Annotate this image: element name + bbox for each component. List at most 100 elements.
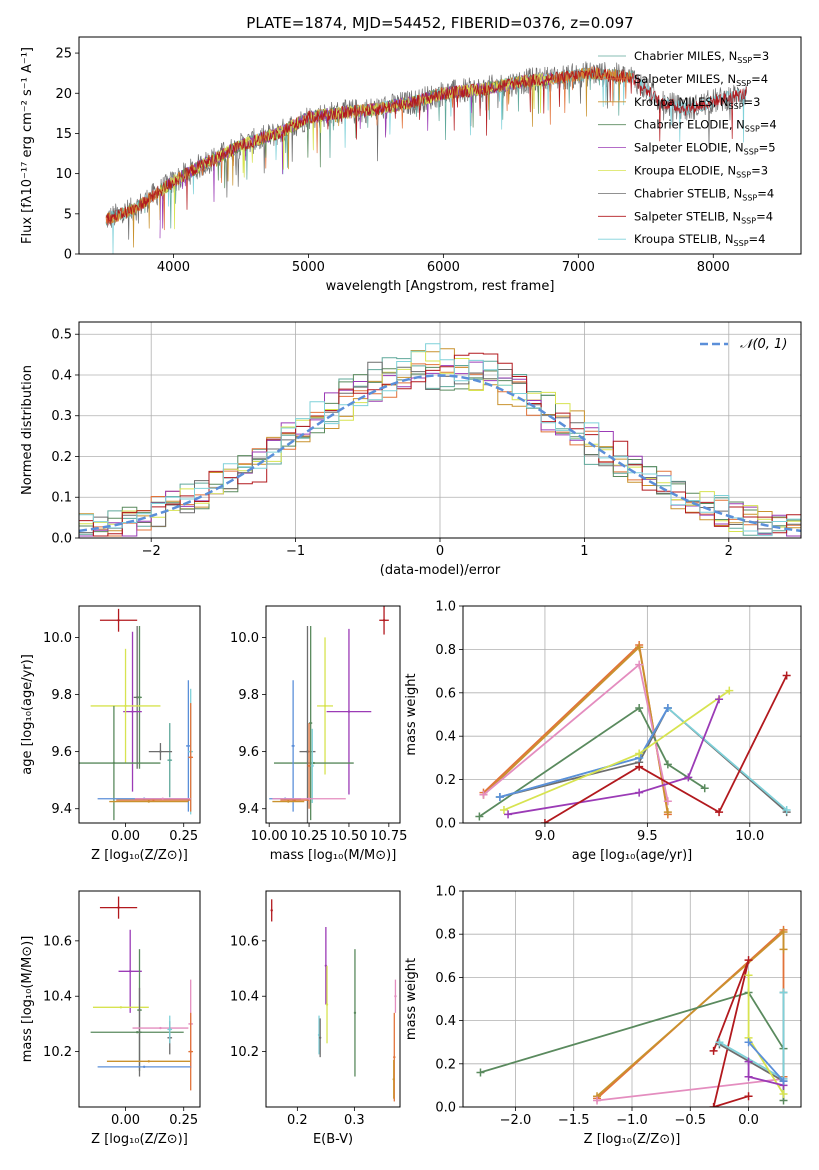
panel-weight_vs_age: 9.0 9.5 10.0 0.0 0.2 0.4 0.6 0.8 1.0 age [log₁₀(a… — [404, 600, 802, 863]
plot-area — [90, 896, 194, 1091]
residual-histogram — [79, 361, 801, 534]
error-bar-point — [132, 1026, 189, 1030]
y-tick-label: 9.8 — [51, 688, 72, 703]
x-axis-label: Z [log₁₀(Z/Z⊙)] — [91, 848, 188, 863]
error-bar-point — [310, 728, 314, 804]
x-axis-label: Z [log₁₀(Z/Z⊙)] — [91, 1132, 188, 1147]
x-tick-label: −1.0 — [616, 1113, 648, 1128]
x-tick-label: 0.3 — [344, 1113, 365, 1128]
weight-marker — [593, 1096, 602, 1105]
legend-subscript: SSP — [745, 125, 760, 134]
error-bar-point — [148, 743, 173, 761]
point-marker — [147, 800, 151, 803]
axes-frame — [78, 890, 201, 1108]
y-tick-label: 10 — [55, 167, 72, 182]
legend-subscript: SSP — [736, 79, 751, 88]
x-tick-label: 10.0 — [735, 829, 764, 844]
error-bar-point — [188, 1012, 194, 1091]
error-bar-point — [167, 723, 173, 798]
legend-label: Chabrier STELIB, NSSP=4 — [634, 186, 774, 202]
weight-marker — [635, 788, 644, 797]
weight-series — [593, 928, 788, 1101]
panel-age_vs_Z: 0.00 0.25 9.4 9.6 9.8 10.0 Z [log₁₀(Z/Z⊙)] age … — [20, 605, 201, 863]
legend-label: Kroupa ELODIE, NSSP=3 — [634, 164, 768, 180]
weight-series — [709, 956, 753, 1107]
y-tick-label: 0 — [64, 248, 72, 263]
y-tick-label: 25 — [55, 47, 72, 62]
y-tick-label: 10.0 — [43, 631, 72, 646]
y-axis-label: mass weight — [404, 958, 419, 1040]
point-marker — [325, 1003, 329, 1006]
x-axis-label: E(B-V) — [313, 1132, 353, 1147]
weight-marker — [479, 790, 488, 799]
weight-marker — [709, 1103, 718, 1107]
weight-marker — [744, 1038, 753, 1047]
x-tick-label: −1 — [286, 544, 305, 559]
point-marker — [323, 704, 327, 708]
point-marker — [159, 1026, 162, 1030]
error-bar-point — [291, 680, 295, 812]
weight-marker — [715, 1038, 724, 1047]
weight-series — [504, 695, 724, 819]
y-tick-label: 10.6 — [43, 934, 72, 949]
y-tick-label: 20 — [55, 87, 72, 102]
point-marker — [189, 1050, 192, 1053]
y-tick-label: 0.0 — [435, 1101, 456, 1116]
point-marker — [307, 764, 311, 768]
weight-marker — [540, 819, 549, 823]
error-bar-point — [99, 896, 138, 919]
axes: 0.2 0.3 10.2 10.4 10.6 E(B-V) — [230, 890, 401, 1147]
panel-weight_vs_Z: −2.0 −1.5 −1.0 −0.5 0.0 0.0 0.2 0.4 0.6 0.8 1.0 Z [… — [404, 885, 802, 1147]
weight-marker — [663, 808, 672, 817]
error-bar-point — [118, 929, 142, 1013]
y-tick-label: 0.5 — [51, 328, 72, 343]
weight-marker — [663, 703, 672, 712]
gaussian-curve — [79, 374, 801, 533]
point-marker — [159, 750, 162, 753]
point-marker — [287, 800, 290, 803]
weight-marker — [744, 1092, 753, 1101]
y-tick-label: 0.1 — [51, 491, 72, 506]
panel-mass_vs_Z: 0.00 0.25 10.2 10.4 10.6 Z [log₁₀(Z/Z⊙)] mass … — [20, 890, 201, 1147]
point-marker — [128, 970, 132, 973]
weight-marker — [495, 792, 504, 801]
axes: −2 −1 0 1 2 0.0 0.1 0.2 0.3 0.4 0.5 (data-model)/er… — [20, 321, 802, 578]
legend-value: =3 — [752, 49, 769, 63]
point-marker — [312, 761, 316, 765]
point-marker — [291, 744, 295, 748]
y-tick-label: 0.4 — [51, 368, 72, 383]
point-marker — [393, 1055, 396, 1059]
legend-value: =4 — [751, 72, 768, 86]
axes: −2.0 −1.5 −1.0 −0.5 0.0 0.0 0.2 0.4 0.6 0.8 1.0 Z [… — [404, 885, 802, 1147]
weight-marker — [504, 810, 513, 819]
error-bar-point — [116, 798, 191, 802]
x-axis-label: (data-model)/error — [380, 563, 501, 578]
y-tick-label: 15 — [55, 127, 72, 142]
weight-line — [712, 959, 750, 1107]
x-tick-label: 10.75 — [370, 829, 407, 844]
point-marker — [147, 1060, 151, 1063]
legend-subscript: SSP — [734, 239, 749, 248]
legend-value: =4 — [749, 232, 766, 246]
x-tick-label: 0.2 — [287, 1113, 308, 1128]
spectrum-line — [105, 66, 747, 226]
panel-age_vs_mass: 10.00 10.25 10.50 10.75 9.4 9.6 9.8 10.0 mass [l… — [230, 605, 407, 863]
y-tick-label: 5 — [64, 207, 72, 222]
legend-subscript: SSP — [744, 148, 759, 157]
weight-marker — [782, 671, 791, 680]
error-bar-point — [326, 628, 372, 795]
error-bar-point — [99, 608, 138, 632]
point-marker — [307, 797, 311, 800]
x-tick-label: 0.00 — [111, 1113, 140, 1128]
legend-subscript: SSP — [742, 193, 757, 202]
weight-marker — [725, 686, 734, 695]
x-tick-label: 6000 — [427, 260, 460, 275]
weight-marker — [779, 1077, 788, 1086]
error-bar-point — [123, 631, 142, 792]
y-tick-label: 0.8 — [435, 928, 456, 943]
point-marker — [161, 797, 164, 800]
legend-subscript: SSP — [736, 171, 751, 180]
legend-label: Salpeter MILES, NSSP=4 — [634, 72, 768, 88]
x-tick-label: 5000 — [292, 260, 325, 275]
y-tick-label: 0.6 — [435, 971, 456, 986]
